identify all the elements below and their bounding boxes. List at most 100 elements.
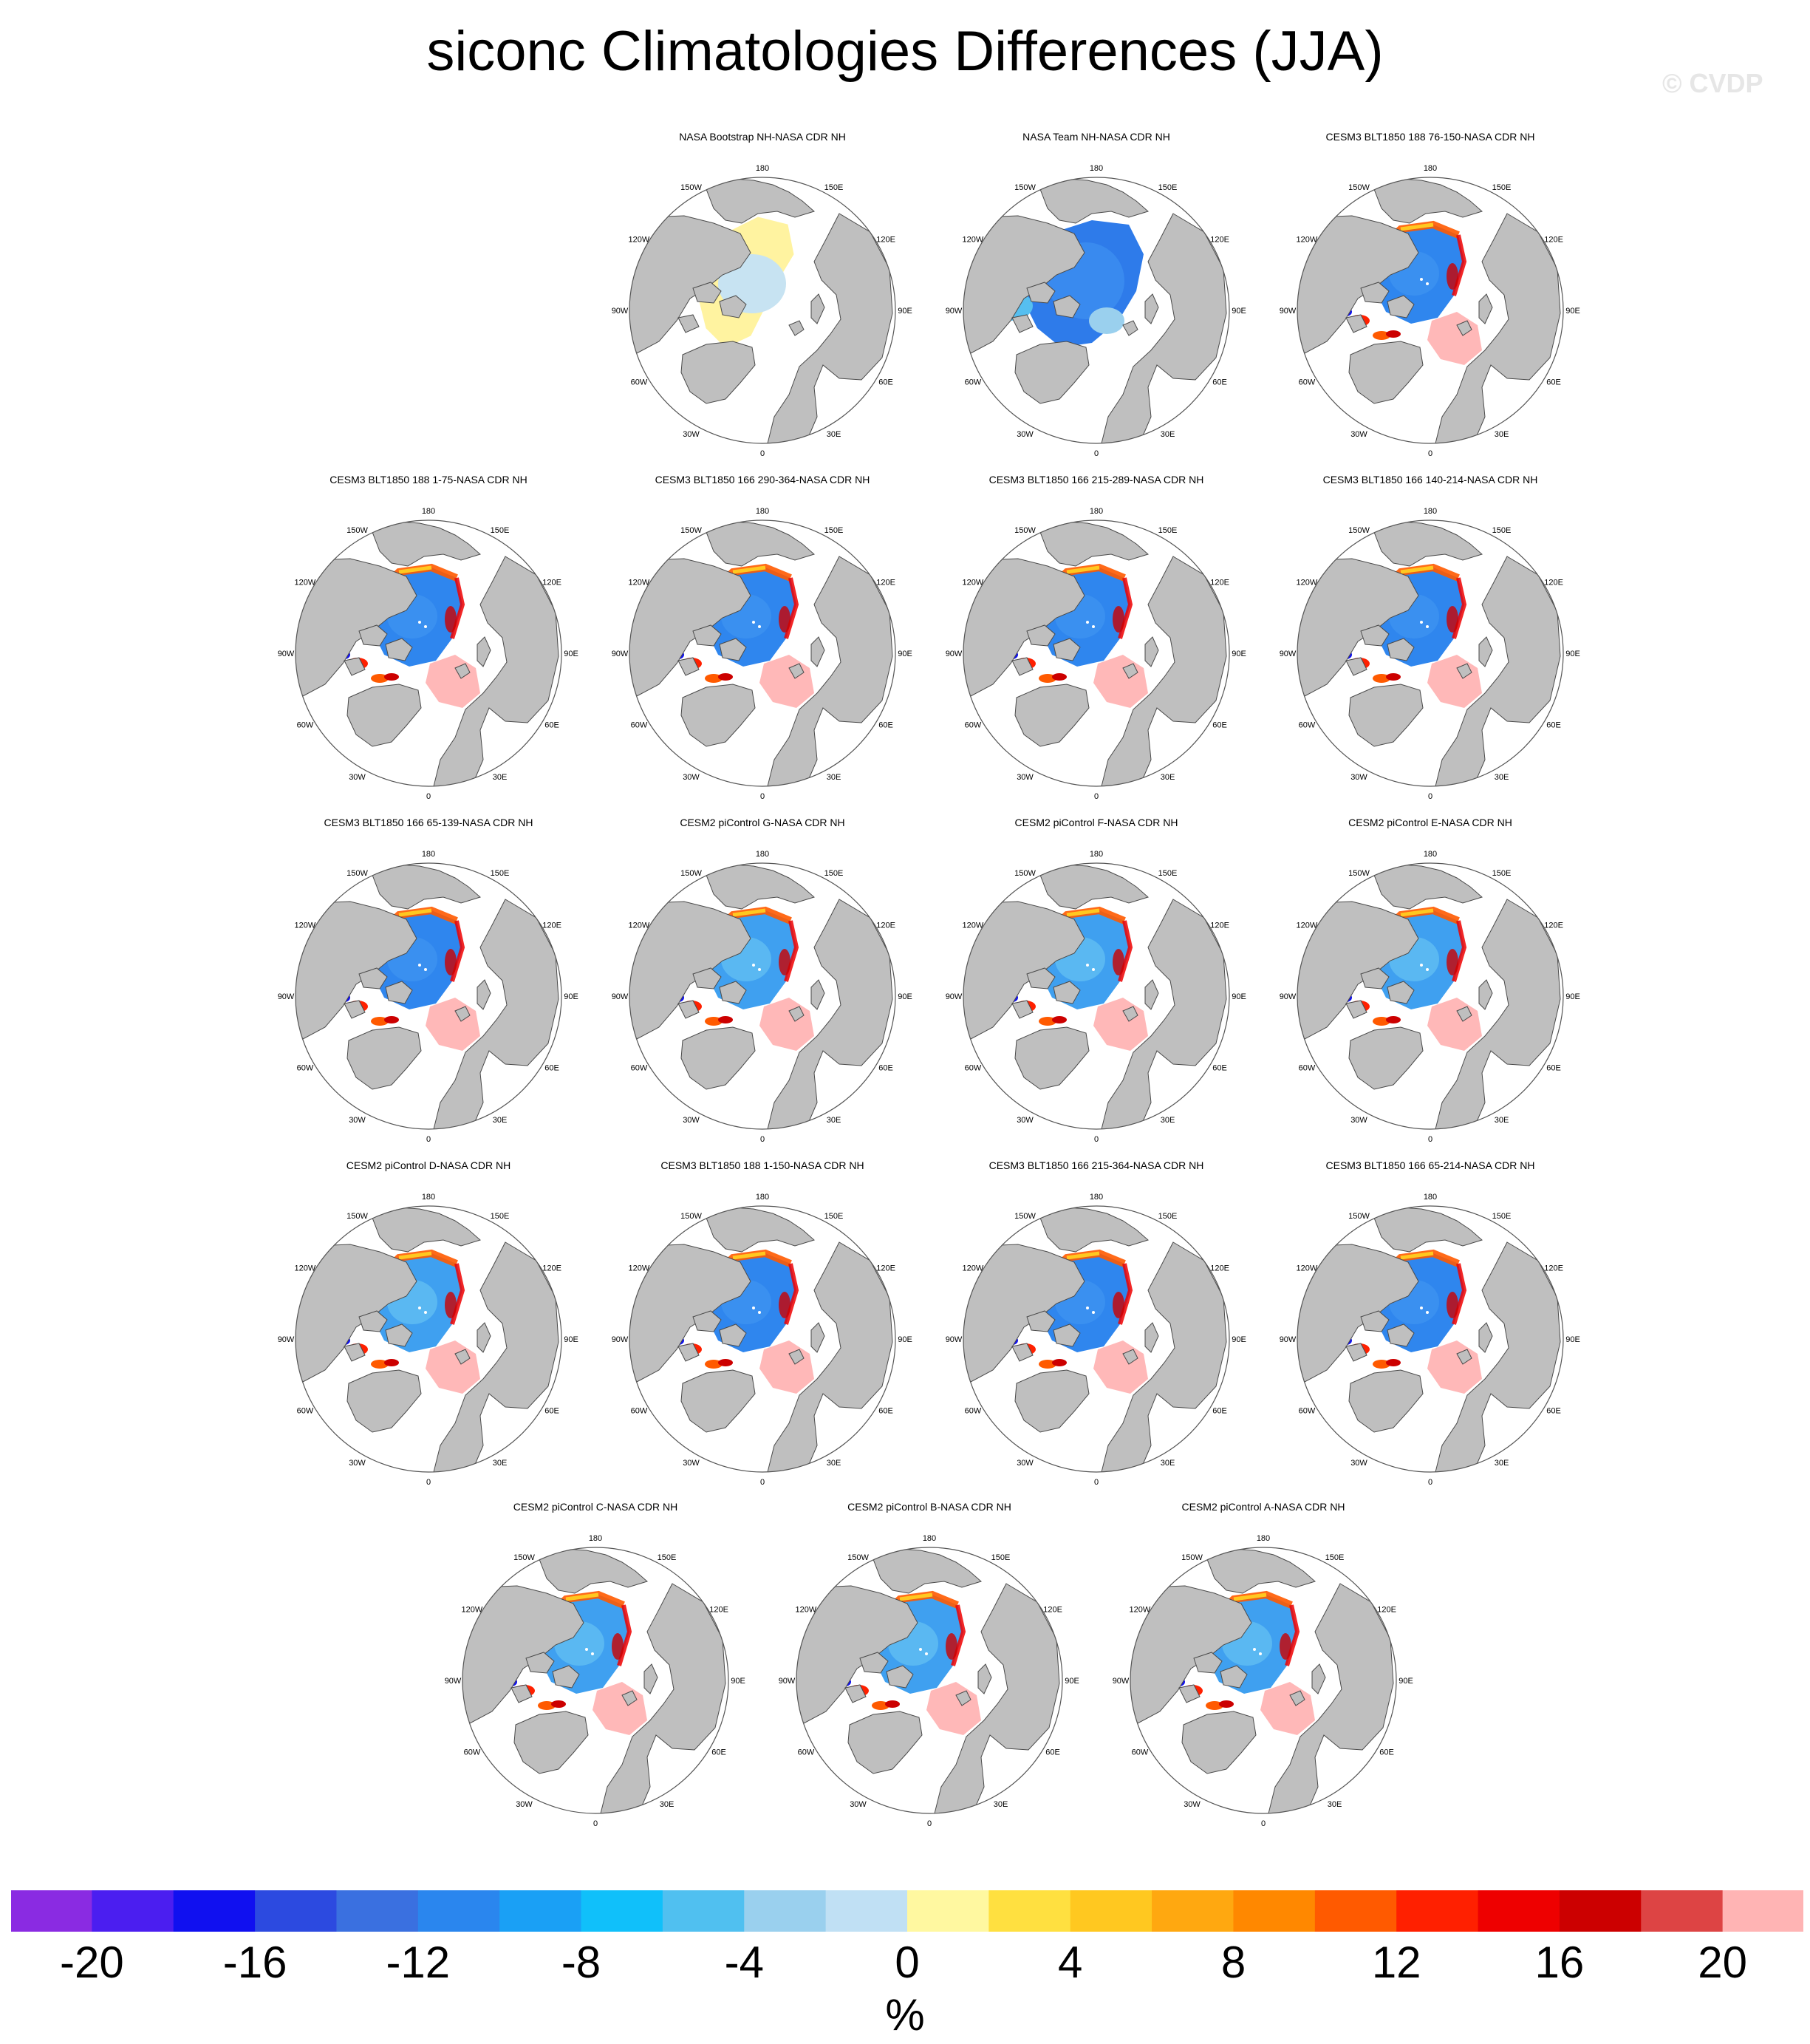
longitude-label: 90W	[946, 307, 963, 316]
longitude-label: 60W	[798, 1748, 815, 1757]
longitude-label: 90W	[946, 650, 963, 658]
longitude-label: 30W	[1350, 1116, 1367, 1125]
map-boundary-circle	[796, 1547, 1063, 1814]
longitude-label: 30E	[827, 773, 841, 782]
map-boundary-circle	[1297, 1205, 1564, 1473]
longitude-label: 0	[1094, 792, 1099, 801]
longitude-label: 120E	[1210, 236, 1229, 245]
longitude-label: 30W	[1350, 1459, 1367, 1468]
polar-map: 180 150E 120E 90E 60E 30E 0 30W 60W 90W 120W 150W	[278, 1193, 578, 1487]
longitude-label: 30E	[1161, 773, 1175, 782]
longitude-label: 0	[760, 449, 765, 458]
longitude-label: 0	[426, 1478, 431, 1487]
longitude-label: 60E	[1379, 1748, 1394, 1757]
map-panel: CESM3 BLT1850 166 65-214-NASA CDR NH 180 1…	[1263, 1159, 1597, 1493]
colorbar-swatch	[1641, 1890, 1724, 1932]
longitude-label: 60W	[1299, 721, 1316, 730]
map-panel: NASA Bootstrap NH-NASA CDR NH 180 150E 120E…	[595, 130, 929, 464]
colorbar-tick-label: 4	[1058, 1938, 1083, 1987]
longitude-label: 60W	[965, 1407, 982, 1416]
longitude-label: 180	[422, 850, 435, 859]
longitude-label: 0	[1094, 1135, 1099, 1144]
longitude-label: 60E	[878, 1407, 893, 1416]
longitude-label: 180	[1090, 507, 1103, 516]
longitude-label: 150E	[1492, 526, 1512, 535]
longitude-label: 150W	[680, 526, 702, 535]
longitude-label: 0	[1428, 1135, 1432, 1144]
map-panel: CESM3 BLT1850 166 65-139-NASA CDR NH 180 1…	[262, 816, 595, 1150]
longitude-label: 0	[426, 1135, 431, 1144]
colorbar-swatch	[92, 1890, 174, 1932]
longitude-label: 60W	[965, 378, 982, 387]
panel-title: CESM3 BLT1850 188 1-75-NASA CDR NH	[329, 474, 527, 486]
panel-title: CESM3 BLT1850 188 1-150-NASA CDR NH	[660, 1159, 864, 1171]
longitude-label: 0	[1094, 449, 1099, 458]
longitude-label: 90W	[278, 992, 295, 1001]
map-boundary-circle	[963, 177, 1230, 444]
longitude-label: 90W	[1113, 1677, 1130, 1686]
longitude-label: 60W	[297, 1064, 314, 1073]
longitude-label: 150E	[1158, 1212, 1178, 1221]
map-panel: CESM3 BLT1850 188 1-75-NASA CDR NH 180 150…	[262, 473, 595, 807]
longitude-label: 150E	[491, 526, 510, 535]
colorbar-swatch	[825, 1890, 908, 1932]
colorbar-tick-label: 20	[1698, 1938, 1747, 1987]
longitude-label: 150W	[346, 1212, 368, 1221]
map-panel: CESM2 piControl E-NASA CDR NH 180 150E 120E…	[1263, 816, 1597, 1150]
map-boundary-circle	[1297, 862, 1564, 1130]
longitude-label: 60E	[1212, 1407, 1227, 1416]
colorbar-swatch	[744, 1890, 827, 1932]
longitude-label: 150E	[1492, 183, 1512, 192]
longitude-label: 30W	[1017, 1116, 1034, 1125]
colorbar-tick-label: -4	[724, 1938, 764, 1987]
longitude-label: 30E	[660, 1800, 675, 1809]
longitude-label: 120E	[1544, 579, 1563, 587]
longitude-label: 120W	[629, 921, 650, 930]
polar-map: 180 150E 120E 90E 60E 30E 0 30W 60W 90W 120W 150W	[1280, 164, 1580, 458]
colorbar-swatch	[10, 1890, 92, 1932]
colorbar-swatch	[255, 1890, 337, 1932]
map-panel: CESM3 BLT1850 188 1-150-NASA CDR NH 180 15…	[595, 1159, 929, 1493]
longitude-label: 180	[1424, 850, 1437, 859]
longitude-label: 150E	[1492, 1212, 1512, 1221]
colorbar-swatch	[1070, 1890, 1152, 1932]
panel-title: CESM3 BLT1850 166 290-364-NASA CDR NH	[655, 474, 870, 486]
longitude-label: 150W	[513, 1553, 535, 1562]
longitude-label: 180	[756, 1193, 769, 1202]
longitude-label: 60W	[297, 721, 314, 730]
polar-map: 180 150E 120E 90E 60E 30E 0 30W 60W 90W 120W 150W	[278, 850, 578, 1144]
longitude-label: 90E	[898, 1335, 912, 1344]
longitude-label: 0	[760, 1478, 765, 1487]
longitude-label: 180	[1424, 164, 1437, 173]
longitude-label: 30W	[349, 773, 366, 782]
map-panel: CESM2 piControl C-NASA CDR NH 180 150E 120E…	[428, 1500, 762, 1834]
panel-title: CESM3 BLT1850 166 65-214-NASA CDR NH	[1325, 1159, 1535, 1171]
longitude-label: 30E	[1495, 430, 1509, 439]
map-panel: CESM2 piControl F-NASA CDR NH 180 150E 120E…	[929, 816, 1263, 1150]
map-boundary-circle	[629, 862, 896, 1130]
longitude-label: 60E	[1045, 1748, 1060, 1757]
longitude-label: 60E	[878, 721, 893, 730]
longitude-label: 90W	[1280, 650, 1297, 658]
longitude-label: 0	[1428, 449, 1432, 458]
longitude-label: 90E	[898, 307, 912, 316]
longitude-label: 150W	[1014, 183, 1036, 192]
longitude-label: 90W	[612, 650, 629, 658]
longitude-label: 30E	[827, 1116, 841, 1125]
longitude-label: 60W	[1299, 1407, 1316, 1416]
map-boundary-circle	[1297, 519, 1564, 787]
colorbar-tick-label: 16	[1534, 1938, 1585, 1987]
cvdp-watermark: © CVDP	[1662, 68, 1763, 98]
map-boundary-circle	[629, 177, 896, 444]
longitude-label: 90E	[1232, 1335, 1246, 1344]
longitude-label: 120E	[876, 579, 895, 587]
longitude-label: 150E	[1492, 869, 1512, 878]
longitude-label: 60W	[1299, 1064, 1316, 1073]
longitude-label: 150W	[847, 1553, 869, 1562]
panel-title: CESM2 piControl G-NASA CDR NH	[680, 817, 845, 828]
longitude-label: 150E	[1158, 183, 1178, 192]
longitude-label: 90W	[946, 992, 963, 1001]
longitude-label: 120W	[796, 1606, 817, 1615]
longitude-label: 60W	[464, 1748, 481, 1757]
longitude-label: 150W	[346, 526, 368, 535]
